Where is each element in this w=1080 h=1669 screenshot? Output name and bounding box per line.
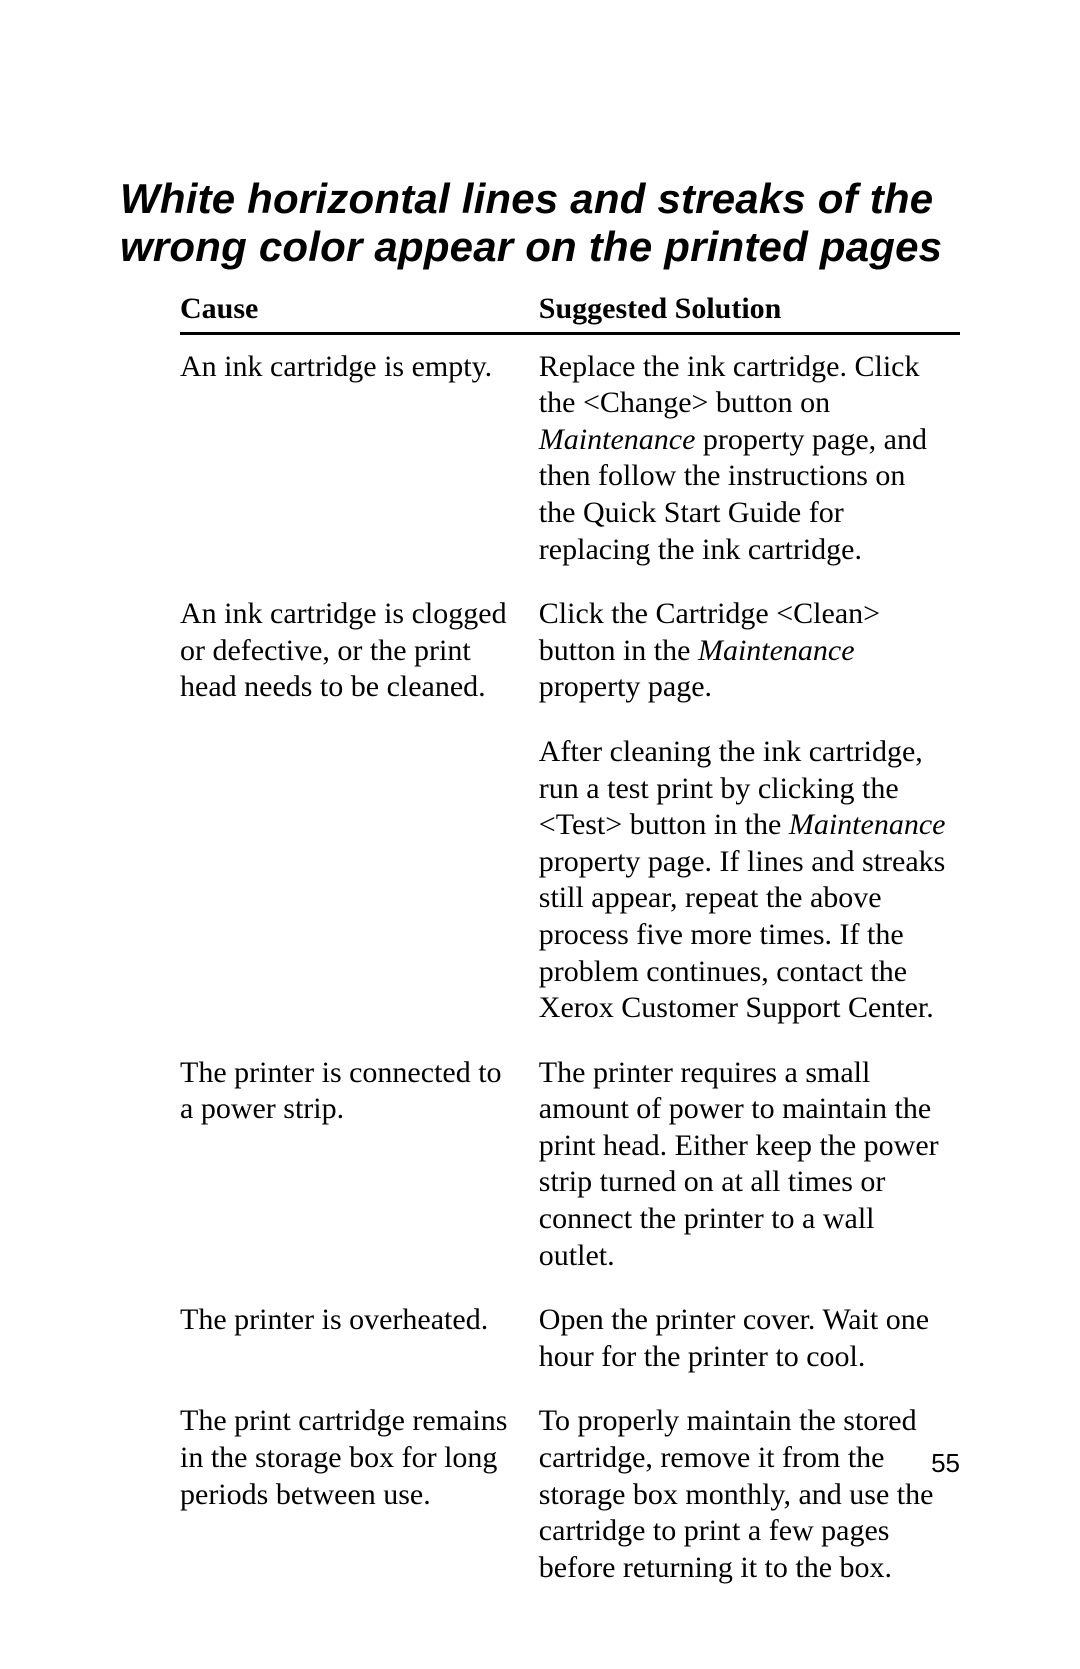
table-header-row: Cause Suggested Solution xyxy=(180,290,960,334)
solution-text-pre: To properly maintain the stored cartridg… xyxy=(539,1404,934,1583)
page-number: 55 xyxy=(931,1448,960,1479)
table-row: An ink cartridge is clogged or defective… xyxy=(180,582,960,720)
table-row: The printer is connected to a power stri… xyxy=(180,1041,960,1289)
section-title: White horizontal lines and streaks of th… xyxy=(120,175,960,272)
solution-text-em: Maintenance xyxy=(789,808,946,841)
solution-text-post: property page. If lines and streaks stil… xyxy=(539,845,946,1024)
table-row: The printer is overheated. Open the prin… xyxy=(180,1288,960,1389)
cause-cell: An ink cartridge is empty. xyxy=(180,333,539,582)
document-page: White horizontal lines and streaks of th… xyxy=(0,0,1080,1669)
solution-cell: The printer requires a small amount of p… xyxy=(539,1041,960,1289)
table-row: After cleaning the ink cartridge, run a … xyxy=(180,720,960,1041)
solution-cell: After cleaning the ink cartridge, run a … xyxy=(539,720,960,1041)
cause-cell: An ink cartridge is clogged or defective… xyxy=(180,582,539,720)
solution-cell: Replace the ink cartridge. Click the <Ch… xyxy=(539,333,960,582)
troubleshoot-table-wrap: Cause Suggested Solution An ink cartridg… xyxy=(180,290,960,1601)
solution-cell: Open the printer cover. Wait one hour fo… xyxy=(539,1288,960,1389)
solution-cell: To properly maintain the stored cartridg… xyxy=(539,1389,960,1600)
cause-cell: The printer is overheated. xyxy=(180,1288,539,1389)
solution-text-em: Maintenance xyxy=(698,634,855,667)
table-row: The print cartridge remains in the stora… xyxy=(180,1389,960,1600)
solution-text-pre: The printer requires a small amount of p… xyxy=(539,1056,939,1272)
cause-cell: The printer is connected to a power stri… xyxy=(180,1041,539,1289)
title-line-1: White horizontal lines and streaks of th… xyxy=(120,175,933,222)
table-row: An ink cartridge is empty. Replace the i… xyxy=(180,333,960,582)
solution-text-pre: Replace the ink cartridge. Click the <Ch… xyxy=(539,350,920,420)
solution-cell: Click the Cartridge <Clean> button in th… xyxy=(539,582,960,720)
cause-cell xyxy=(180,720,539,1041)
solution-text-post: property page. xyxy=(539,670,712,703)
solution-text-pre: Open the printer cover. Wait one hour fo… xyxy=(539,1303,929,1373)
troubleshoot-table: Cause Suggested Solution An ink cartridg… xyxy=(180,290,960,1601)
col-header-solution: Suggested Solution xyxy=(539,290,960,334)
col-header-cause: Cause xyxy=(180,290,539,334)
title-line-2: wrong color appear on the printed pages xyxy=(120,223,942,270)
cause-cell: The print cartridge remains in the stora… xyxy=(180,1389,539,1600)
solution-text-em: Maintenance xyxy=(539,423,696,456)
